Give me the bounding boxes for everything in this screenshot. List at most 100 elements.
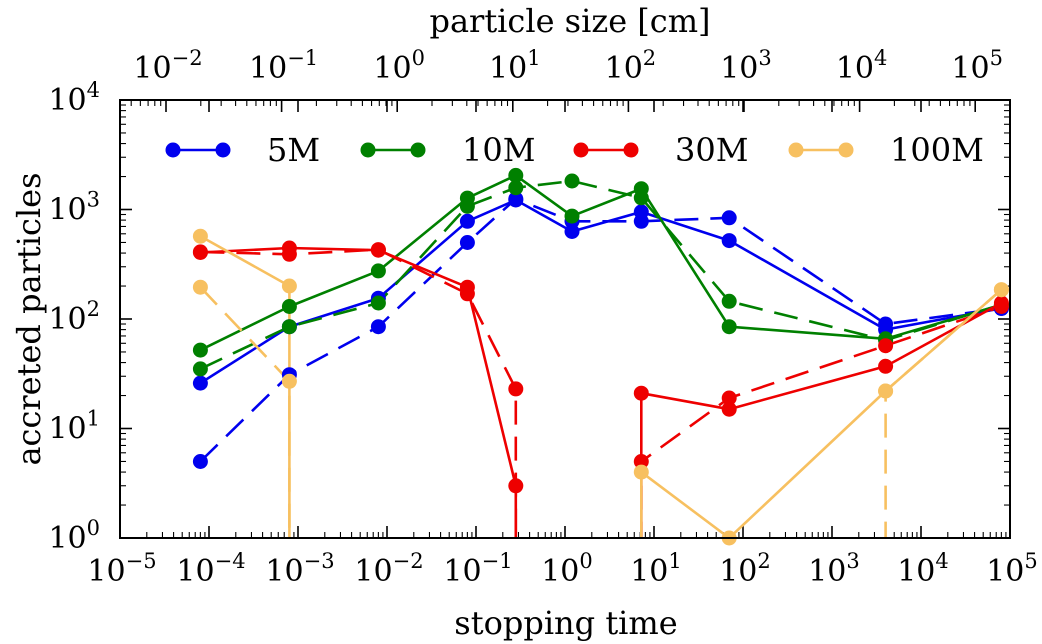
top-x-tick-label-base: 10 [720, 51, 758, 86]
y-tick-label-base: 10 [48, 193, 86, 228]
data-point-10M-solid [564, 208, 580, 224]
data-point-30M-dashed [878, 338, 894, 354]
data-point-10M-solid [721, 319, 737, 335]
data-point-10M-dashed [192, 361, 208, 377]
x-tick-label-exponent: 0 [579, 549, 592, 573]
x-tick-label: 10−3 [265, 549, 334, 589]
data-point-30M-dashed [192, 244, 208, 260]
x-tick-label-exponent: −5 [126, 549, 157, 573]
data-point-30M-solid [878, 358, 894, 374]
data-point-5M-solid [459, 213, 475, 229]
top-x-tick-label: 102 [605, 46, 657, 86]
x-tick-label-base: 10 [443, 554, 481, 589]
series-line-10M-dashed [199, 179, 1002, 371]
legend-marker [410, 142, 426, 158]
legend-marker [623, 142, 639, 158]
x-tick-label-base: 10 [808, 554, 846, 589]
series-line-30M-solid [200, 246, 1003, 538]
y-tick-label-exponent: 3 [87, 188, 100, 212]
data-point-10M-dashed [564, 173, 580, 189]
x-tick-label-exponent: 2 [757, 549, 770, 573]
top-x-tick-label-base: 10 [249, 51, 287, 86]
legend-marker [788, 142, 804, 158]
x-tick-label-base: 10 [87, 554, 125, 589]
data-point-10M-dashed [721, 293, 737, 309]
y-tick-label: 103 [48, 188, 100, 228]
data-point-100M-solid [633, 464, 649, 480]
x-tick-label-exponent: −2 [393, 549, 424, 573]
top-x-tick-label: 104 [836, 46, 888, 86]
data-point-5M-dashed [633, 213, 649, 229]
y-tick-label-exponent: 4 [87, 78, 100, 102]
data-point-5M-dashed [508, 191, 524, 207]
data-point-100M-dashed [993, 282, 1009, 298]
axes: 10−5 10−4 10−3 10−2 10−1 100 101 102 103 104 10510… [48, 46, 1037, 589]
legend-marker [165, 142, 181, 158]
data-point-100M-dashed [281, 373, 297, 389]
data-point-10M-dashed [370, 295, 386, 311]
x-tick-label: 10−2 [354, 549, 423, 589]
data-point-10M-solid [370, 263, 386, 279]
top-x-tick-label-exponent: 5 [990, 46, 1003, 70]
top-x-tick-label-base: 10 [836, 51, 874, 86]
x-tick-label: 104 [897, 549, 949, 589]
x-tick-label-exponent: 5 [1024, 549, 1037, 573]
legend: 5M 10M 30M 100M [165, 131, 984, 169]
series-line-5M-dashed [199, 197, 1002, 463]
legend-marker [573, 142, 589, 158]
y-axis-title: accreted particles [10, 172, 48, 465]
top-x-tick-label-exponent: −2 [172, 46, 203, 70]
data-point-10M-solid [508, 167, 524, 183]
data-point-30M-solid [633, 385, 649, 401]
data-point-5M-dashed [192, 454, 208, 469]
x-tick-label: 103 [808, 549, 860, 589]
top-x-tick-label: 101 [489, 46, 541, 86]
y-tick-label: 100 [48, 516, 100, 556]
data-point-30M-dashed [459, 286, 475, 302]
series-line-5M-solid [199, 198, 1002, 385]
data-point-10M-dashed [633, 190, 649, 206]
top-x-tick-label-base: 10 [951, 51, 989, 86]
top-x-tick-label-base: 10 [133, 51, 171, 86]
y-tick-label: 102 [48, 297, 100, 337]
top-x-tick-label-base: 10 [489, 51, 527, 86]
x-tick-label-base: 10 [630, 554, 668, 589]
data-point-30M-dashed [993, 299, 1009, 314]
series-layer [199, 174, 1003, 538]
x-tick-label-exponent: −4 [215, 549, 246, 573]
legend-label: 10M [462, 131, 535, 169]
legend-marker [360, 142, 376, 158]
series-line-10M-solid [199, 174, 1002, 352]
x-tick-label-base: 10 [354, 554, 392, 589]
legend-label: 100M [890, 131, 984, 169]
top-x-tick-label: 10−2 [133, 46, 202, 86]
x-axis-title: stopping time [454, 604, 677, 642]
top-x-tick-label: 103 [720, 46, 772, 86]
x-tick-label: 10−1 [443, 549, 512, 589]
legend-label: 5M [267, 131, 320, 169]
data-point-5M-dashed [878, 316, 894, 332]
data-point-5M-solid [192, 375, 208, 391]
top-x-tick-label-base: 10 [373, 51, 411, 86]
data-point-100M-dashed [878, 383, 894, 399]
y-tick-label: 104 [48, 78, 100, 118]
legend-label: 30M [675, 131, 748, 169]
top-x-tick-label: 100 [373, 46, 425, 86]
y-tick-label-exponent: 1 [87, 407, 100, 431]
x-tick-label-exponent: −1 [482, 549, 513, 573]
top-x-tick-label-exponent: 4 [874, 46, 887, 70]
y-tick-label: 101 [48, 407, 100, 447]
data-point-30M-dashed [370, 242, 386, 258]
x-tick-label: 105 [986, 549, 1038, 589]
x-tick-label-base: 10 [265, 554, 303, 589]
y-tick-label-exponent: 0 [87, 516, 100, 540]
data-point-30M-solid [508, 478, 524, 494]
y-tick-label-base: 10 [48, 83, 86, 118]
top-x-tick-label-exponent: 0 [412, 46, 425, 70]
data-point-100M-solid [281, 278, 297, 294]
legend-marker [215, 142, 231, 158]
series-line-30M-dashed [200, 248, 1002, 538]
x-tick-label-base: 10 [541, 554, 579, 589]
x-tick-label: 102 [719, 549, 771, 589]
y-tick-label-base: 10 [48, 412, 86, 447]
